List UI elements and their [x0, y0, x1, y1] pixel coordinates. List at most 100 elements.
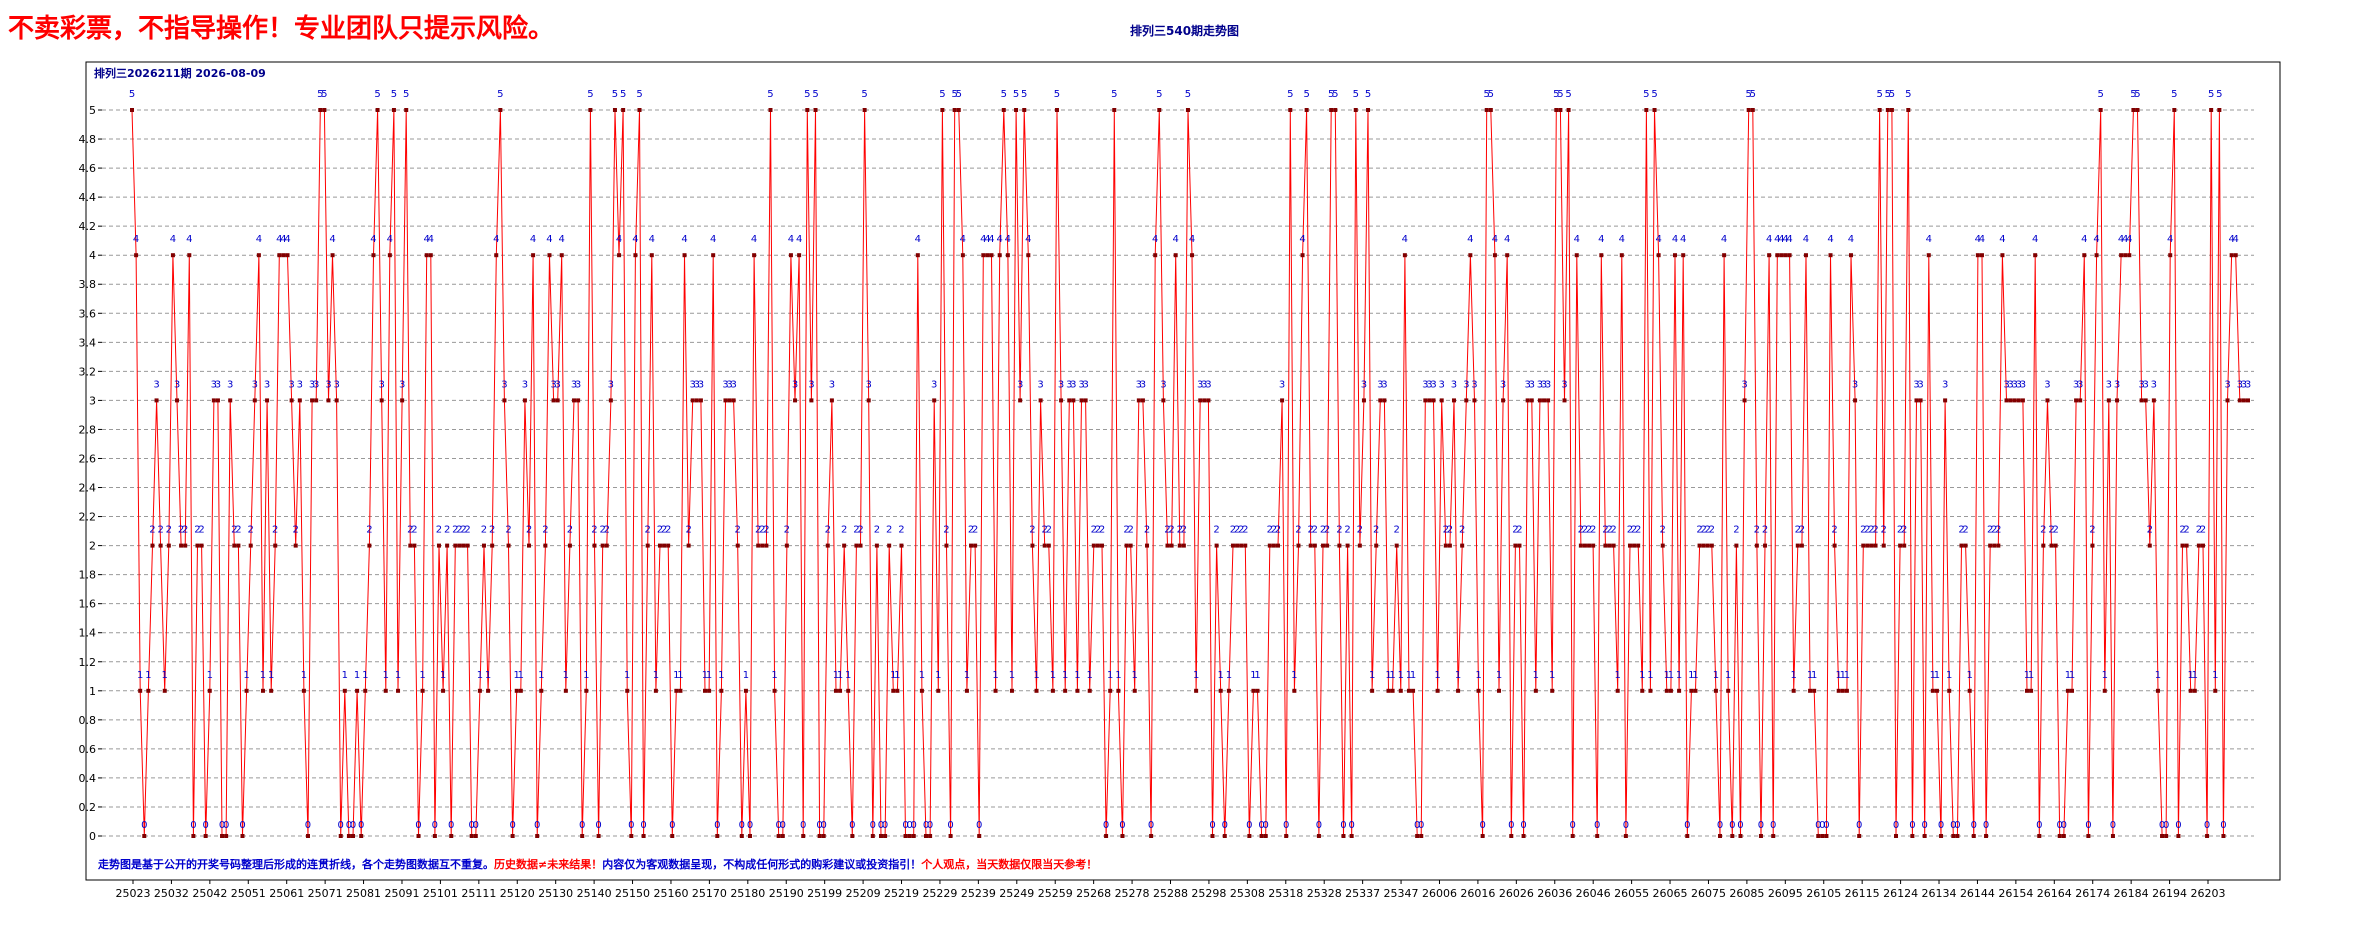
data-point [154, 398, 159, 403]
data-point [842, 543, 847, 548]
data-label: 1 [718, 670, 724, 681]
data-label: 1 [1033, 670, 1039, 681]
data-label: 3 [1541, 379, 1547, 390]
data-point [1284, 834, 1289, 838]
data-point [694, 398, 699, 403]
data-label: 1 [1713, 670, 1719, 681]
data-label: 2 [1582, 525, 1588, 536]
data-label: 1 [1725, 670, 1731, 681]
data-point [1930, 688, 1935, 693]
data-point [1271, 543, 1276, 548]
data-point [2143, 398, 2148, 403]
data-label: 1 [1639, 670, 1645, 681]
data-label: 3 [1942, 379, 1948, 390]
data-point [1820, 834, 1825, 838]
data-label: 0 [800, 820, 806, 831]
data-label: 2 [489, 525, 495, 536]
data-label: 5 [1185, 89, 1191, 100]
data-label: 2 [1516, 525, 1522, 536]
data-label: 5 [1905, 89, 1911, 100]
data-point [813, 108, 818, 112]
data-point [1505, 253, 1510, 258]
data-label: 0 [346, 820, 352, 831]
x-tick-label: 26174 [2075, 887, 2110, 900]
data-label: 5 [1643, 89, 1649, 100]
data-point [817, 834, 822, 838]
data-point [1529, 398, 1534, 403]
data-point [1607, 543, 1612, 548]
data-label: 3 [1066, 379, 1072, 390]
data-point [608, 398, 613, 403]
data-point [2225, 398, 2230, 403]
data-point [2221, 834, 2226, 838]
data-point [854, 543, 859, 548]
data-point [952, 108, 957, 112]
data-label: 3 [1058, 379, 1064, 390]
data-point [1198, 398, 1203, 403]
data-label: 2 [1459, 525, 1465, 536]
data-label: 4 [546, 234, 552, 245]
data-point [502, 398, 507, 403]
data-point [420, 688, 425, 693]
y-tick-label: 3 [89, 394, 96, 407]
data-label: 3 [550, 379, 556, 390]
data-point [1652, 108, 1657, 112]
data-label: 0 [821, 820, 827, 831]
data-label: 2 [1230, 525, 1236, 536]
data-label: 2 [1709, 525, 1715, 536]
data-label: 2 [1275, 525, 1281, 536]
data-label: 4 [1172, 234, 1178, 245]
x-tick-label: 25318 [1268, 887, 1303, 900]
data-point [2074, 398, 2079, 403]
data-point [1582, 543, 1587, 548]
data-label: 2 [1962, 525, 1968, 536]
data-label: 4 [1152, 234, 1158, 245]
data-label: 0 [2163, 820, 2169, 831]
data-point [351, 834, 356, 838]
data-label: 0 [1819, 820, 1825, 831]
data-point [1100, 543, 1105, 548]
data-label: 2 [759, 525, 765, 536]
data-label: 5 [1553, 89, 1559, 100]
data-point [1595, 834, 1600, 838]
data-label: 1 [137, 670, 143, 681]
data-label: 3 [2016, 379, 2022, 390]
data-point [510, 834, 515, 838]
data-point [743, 688, 748, 693]
data-label: 0 [350, 820, 356, 831]
data-point [2033, 253, 2038, 258]
data-point [1296, 543, 1301, 548]
data-label: 5 [317, 89, 323, 100]
data-label: 1 [1250, 670, 1256, 681]
data-point [805, 108, 810, 112]
y-tick-label: 1.2 [79, 656, 97, 669]
data-label: 4 [1803, 234, 1809, 245]
data-label: 0 [305, 820, 311, 831]
data-label: 1 [1791, 670, 1797, 681]
data-label: 3 [2142, 379, 2148, 390]
data-label: 1 [833, 670, 839, 681]
data-point [506, 543, 511, 548]
x-tick-label: 25160 [653, 887, 688, 900]
data-label: 2 [1443, 525, 1449, 536]
data-label: 2 [1234, 525, 1240, 536]
data-label: 0 [1938, 820, 1944, 831]
y-tick-label: 5 [89, 104, 96, 117]
data-label: 2 [763, 525, 769, 536]
data-label: 4 [170, 234, 176, 245]
data-point [612, 108, 617, 112]
data-label: 0 [1222, 820, 1228, 831]
data-point [1542, 398, 1547, 403]
data-point [1386, 688, 1391, 693]
data-label: 5 [587, 89, 593, 100]
data-point [653, 688, 658, 693]
data-point [1398, 688, 1403, 693]
data-label: 1 [624, 670, 630, 681]
data-point [838, 688, 843, 693]
data-point [162, 688, 167, 693]
data-point [903, 834, 908, 838]
data-label: 2 [1123, 525, 1129, 536]
data-point [772, 688, 777, 693]
data-point [2241, 398, 2246, 403]
data-point [1836, 688, 1841, 693]
